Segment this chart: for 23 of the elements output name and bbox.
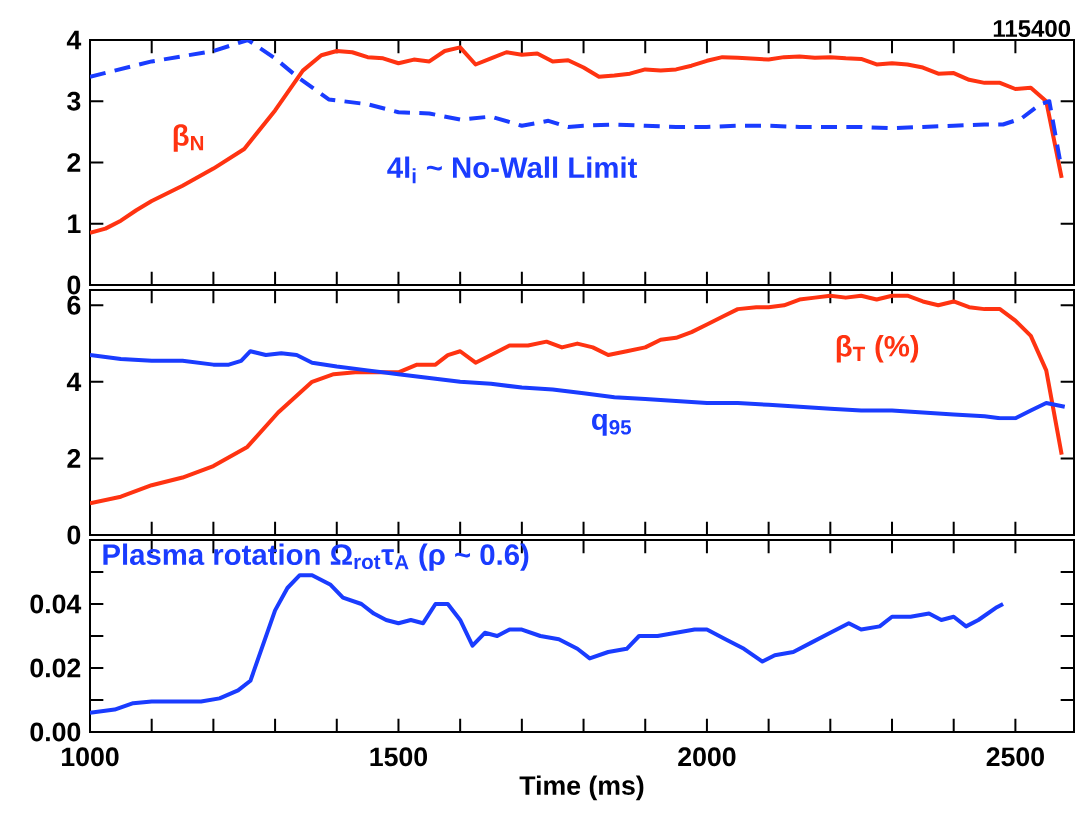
series-label: Plasma rotation Ω$_{rot}$τ$_{A}$ (ρ ~ 0.6) [103, 543, 529, 571]
text: 115400 [993, 20, 1071, 38]
series-label: β$_{N}$ [173, 124, 204, 152]
y-tick-label: 2 [67, 153, 81, 172]
y-tick-label: 0.00 [30, 722, 81, 742]
x-tick-label: 1500 [370, 747, 428, 767]
y-tick-label: 4 [66, 372, 82, 392]
y-tick-label: 3 [67, 91, 81, 111]
series-label: q$_{95}$ [592, 413, 631, 436]
x-tick-label: 2000 [678, 747, 736, 767]
y-tick-label: 6 [67, 295, 81, 315]
y-tick-label: 0 [67, 275, 81, 295]
x-axis-title: Time (ms) [519, 775, 644, 801]
series-label: 4l$_{i}$ ~ No-Wall Limit [387, 156, 638, 184]
x-tick-label: 2500 [986, 747, 1044, 767]
y-tick-label: 2 [67, 449, 81, 468]
y-tick-label: 1 [68, 214, 81, 233]
x-tick-label: 1000 [62, 747, 119, 767]
y-tick-label: 4 [66, 30, 82, 50]
y-tick-label: 0.02 [30, 658, 81, 678]
y-tick-label: 0 [67, 525, 81, 545]
y-tick-label: 0.04 [30, 594, 82, 614]
series-label: β$_{T}$ (%) [836, 335, 919, 363]
